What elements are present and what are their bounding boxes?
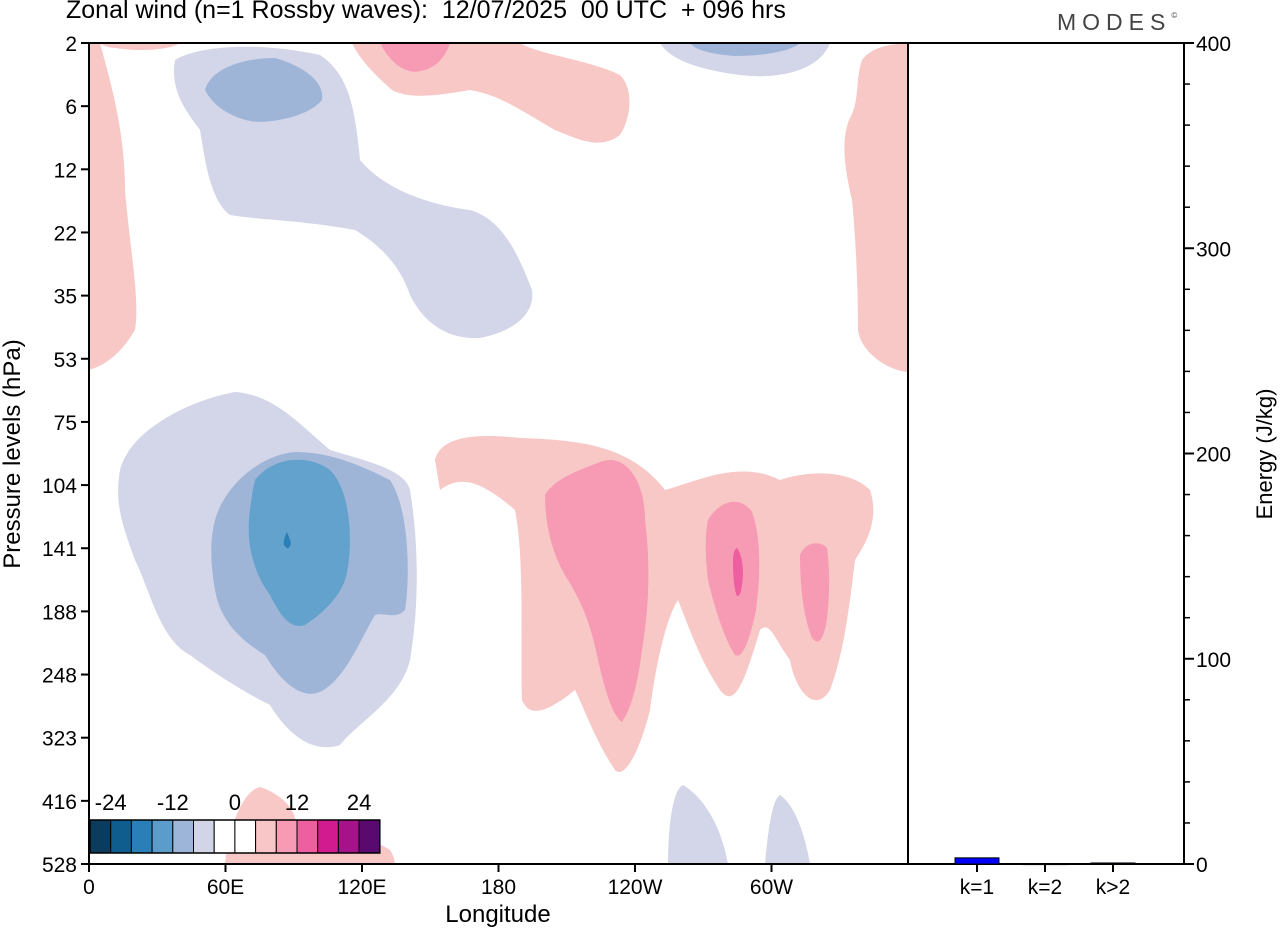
- x-tick-label: 60W: [750, 876, 793, 899]
- colorbar-swatch: [213, 819, 236, 854]
- y-tick-label: 22: [54, 222, 77, 245]
- colorbar-swatch: [296, 819, 319, 854]
- colorbar: -24 -12 0 12 24: [89, 790, 381, 854]
- energy-tick-label: 400: [1196, 33, 1231, 56]
- y-tick-label: 2: [65, 33, 77, 56]
- contour-neg-strong: [248, 459, 350, 626]
- colorbar-swatch: [130, 819, 153, 854]
- contour-pos-weak-topleft: [100, 43, 180, 51]
- y-tick-label: 35: [54, 286, 77, 309]
- x-tick-label: 60E: [207, 876, 244, 899]
- y-axis: 2 6 12 22 35 53 75 104 141 188 248 323 416 528: [42, 33, 89, 877]
- contour-neg-weak-top: [660, 43, 830, 77]
- energy-tick-label: 200: [1196, 444, 1231, 467]
- y-tick-label: 6: [65, 96, 77, 119]
- brand-logo: MODES©: [1057, 9, 1177, 36]
- colorbar-swatch: [255, 819, 277, 854]
- y-tick-label: 104: [42, 475, 77, 498]
- colorbar-swatch: [358, 819, 381, 854]
- colorbar-tick-label: 24: [347, 790, 371, 815]
- bar-category-label: k>2: [1096, 876, 1130, 899]
- colorbar-tick-label: 12: [285, 790, 309, 815]
- contour-pos-weak-left: [89, 43, 137, 370]
- colorbar-swatch: [151, 819, 174, 854]
- y-tick-label: 323: [42, 728, 77, 751]
- contour-pos-weak-lower: [435, 436, 874, 772]
- colorbar-swatch: [110, 819, 132, 854]
- contour-pos-mid-2: [705, 501, 760, 656]
- x-tick-label: 120W: [608, 876, 663, 899]
- colorbar-swatch: [89, 819, 112, 854]
- bar-plot-frame: [907, 42, 1185, 865]
- contour-pos-mid-3: [800, 543, 830, 642]
- energy-axis-label: Energy (J/kg): [1252, 389, 1277, 520]
- y-tick-label: 188: [42, 601, 77, 624]
- energy-tick-label: 300: [1196, 238, 1231, 261]
- colorbar-tick-label: -24: [95, 790, 127, 815]
- contour-field: [89, 43, 908, 864]
- bar-category-label: k=2: [1028, 876, 1062, 899]
- y-tick-label: 141: [42, 538, 77, 561]
- y-axis-label: Pressure levels (hPa): [0, 339, 26, 568]
- contour-pos-mid-top: [380, 43, 450, 72]
- brand-text: MODES: [1057, 9, 1172, 35]
- y-tick-label: 248: [42, 665, 77, 688]
- colorbar-swatch: [193, 819, 215, 854]
- energy-bar: [954, 857, 1000, 865]
- y-tick-label: 12: [54, 159, 77, 182]
- contour-pos-mid-1: [545, 459, 649, 722]
- colorbar-swatch: [317, 819, 339, 854]
- contour-neg-mid-upper: [205, 58, 323, 122]
- y-tick-label: 528: [42, 854, 77, 877]
- x-tick-label: 0: [83, 876, 95, 899]
- colorbar-swatch: [337, 819, 360, 854]
- x-axis: 0 60E 120E 180 120W 60W: [83, 864, 793, 899]
- contour-neg-core: [283, 532, 291, 549]
- energy-tick-label: 100: [1196, 649, 1231, 672]
- colorbar-tick-label: -12: [157, 790, 189, 815]
- x-tick-label: 180: [481, 876, 516, 899]
- brand-mark: ©: [1171, 11, 1178, 20]
- energy-tick-label: 0: [1196, 854, 1208, 877]
- colorbar-frame: [89, 819, 381, 854]
- bar-category-label: k=1: [960, 876, 994, 899]
- energy-bar: [1090, 862, 1136, 865]
- chart-title: Zonal wind (n=1 Rossby waves): 12/07/202…: [66, 0, 786, 24]
- x-axis-label: Longitude: [445, 901, 550, 928]
- contour-neg-weak-bottom-2: [765, 795, 810, 864]
- colorbar-swatch: [172, 819, 195, 854]
- contour-pos-strong: [733, 548, 743, 597]
- energy-axis: 0 100 200 300 400: [1184, 33, 1231, 877]
- contour-neg-mid-top: [690, 43, 800, 56]
- contour-neg-weak-bottom-1: [668, 785, 728, 864]
- y-tick-label: 75: [54, 412, 77, 435]
- colorbar-swatch: [275, 819, 298, 854]
- contour-pos-weak-right: [844, 43, 908, 372]
- energy-bars: k=1 k=2 k>2: [954, 857, 1136, 899]
- y-tick-label: 53: [54, 349, 77, 372]
- colorbar-tick-label: 0: [229, 790, 241, 815]
- colorbar-swatch: [234, 819, 257, 854]
- y-tick-label: 416: [42, 791, 77, 814]
- x-tick-label: 120E: [337, 876, 386, 899]
